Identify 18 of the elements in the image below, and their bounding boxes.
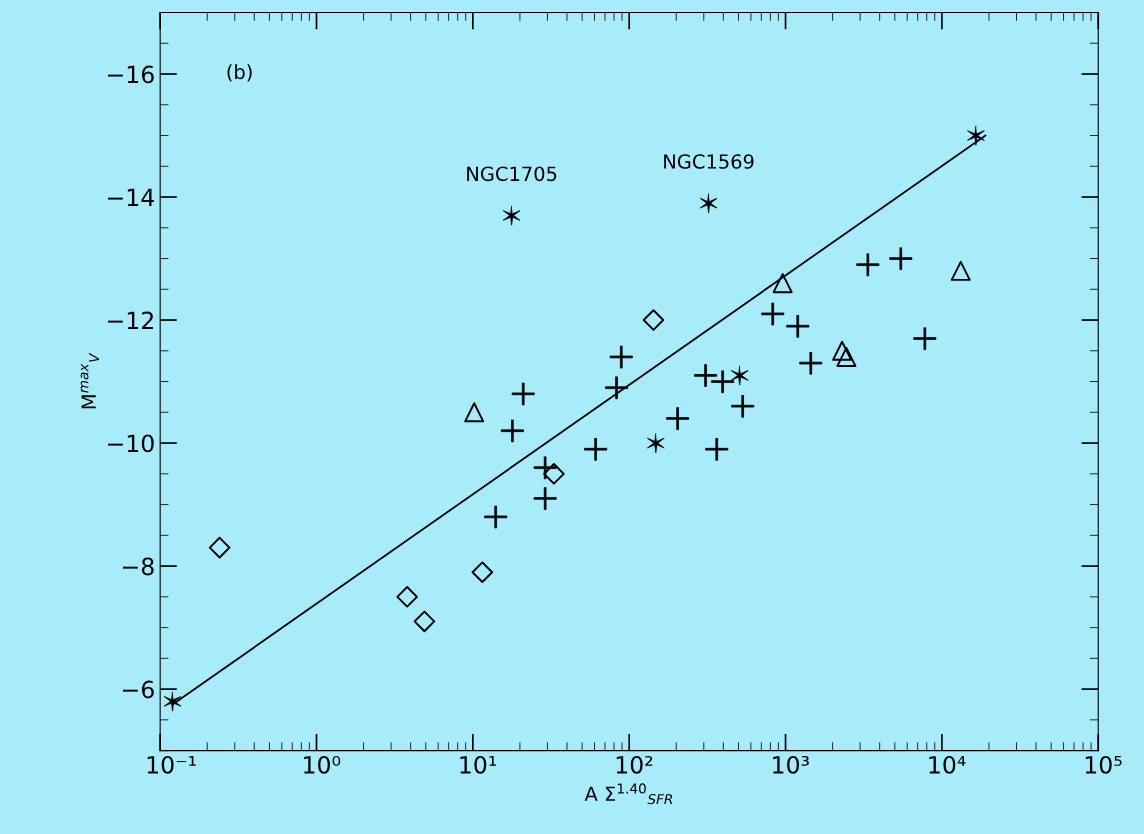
annotation: (b) (227, 64, 252, 82)
x-tick-label: 10⁻¹ (147, 755, 196, 774)
x-tick-label: 10¹ (460, 755, 496, 774)
x-axis-title: A Σ$^{1.40}$$_{SFR}$ (584, 783, 673, 805)
y-tick-label: −10 (107, 434, 154, 453)
y-tick-label: −14 (107, 188, 154, 206)
y-tick-label: −8 (122, 557, 154, 576)
x-tick-label: 10² (616, 755, 653, 774)
x-tick-label: 10⁵ (1085, 755, 1122, 774)
x-tick-label: 10⁴ (929, 755, 966, 774)
x-tick-label: 10³ (773, 755, 809, 774)
y-tick-label: −6 (122, 680, 154, 699)
y-axis-title: M$^{max}$$_{V}$ (80, 352, 99, 409)
annotation: NGC1569 (664, 154, 754, 169)
annotation: NGC1705 (467, 166, 557, 182)
y-tick-label: −16 (107, 65, 154, 84)
y-tick-label: −12 (107, 311, 153, 330)
x-tick-label: 10⁰ (304, 755, 341, 774)
